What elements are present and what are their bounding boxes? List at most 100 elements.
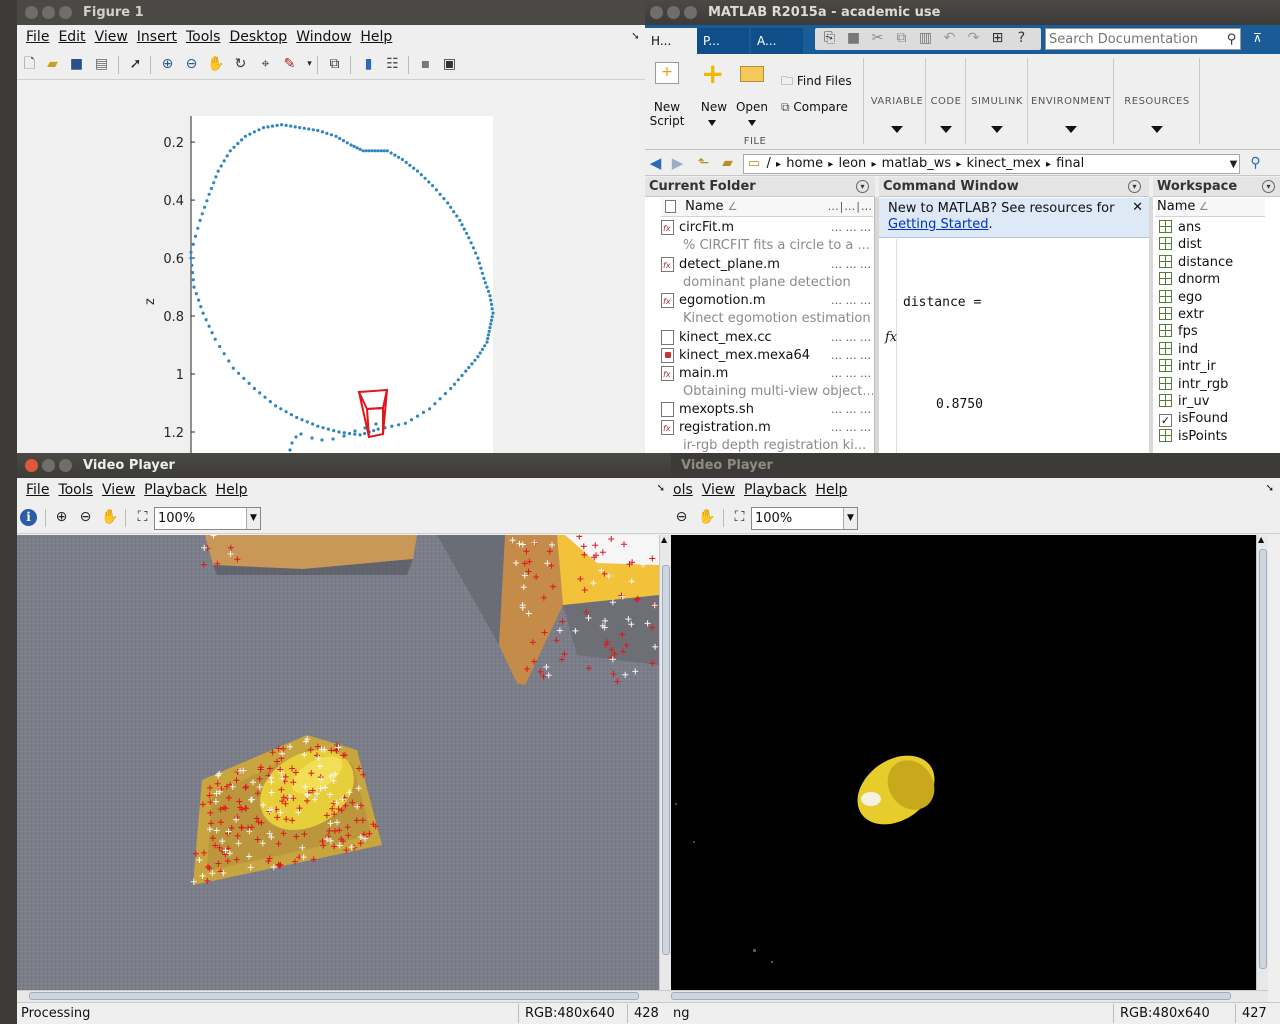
help-icon[interactable]: ?	[1017, 30, 1026, 46]
scroll-up-arrow-icon[interactable]: ▲	[661, 535, 668, 544]
compare-button[interactable]: ⧉ Compare	[781, 100, 848, 114]
close-icon[interactable]: ✕	[1132, 200, 1143, 215]
chevron-down-icon[interactable]: ▼	[246, 508, 260, 529]
tab-plots[interactable]: P...	[697, 28, 749, 54]
zoom-in-icon[interactable]: ⊕	[161, 56, 174, 72]
paste-icon[interactable]: ▥	[918, 30, 933, 46]
fit-to-window-icon[interactable]: ⛶	[137, 509, 148, 525]
zoom-select[interactable]: 100% ▼	[751, 507, 858, 530]
player1-horizontal-scrollbar[interactable]	[17, 990, 671, 1002]
path-crumb[interactable]: final	[1056, 156, 1085, 171]
workspace-variable[interactable]: dnorm	[1159, 271, 1220, 288]
browse-folder-icon[interactable]: ▰	[722, 155, 733, 171]
pan-icon[interactable]: ✋	[101, 509, 119, 525]
workspace-variable[interactable]: isPoints	[1159, 428, 1227, 445]
dock-arrow-icon[interactable]: ➘	[631, 31, 640, 42]
workspace-variable[interactable]: ir_uv	[1159, 393, 1209, 410]
path-separator-icon[interactable]: ▸	[772, 159, 785, 170]
list-item[interactable]: mexopts.sh… … …	[661, 401, 871, 419]
path-separator-icon[interactable]: ▸	[868, 159, 880, 170]
zoom-out-icon[interactable]: ⊖	[185, 56, 198, 72]
figure-menu-desktop[interactable]: Desktop	[229, 29, 288, 45]
forward-arrow-icon[interactable]: ▶	[671, 154, 684, 172]
info-icon[interactable]: i	[20, 509, 37, 526]
figure-menu-insert[interactable]: Insert	[136, 29, 177, 45]
collapse-ribbon-icon[interactable]: ⊼	[1253, 31, 1262, 45]
player2-horizontal-scrollbar[interactable]	[671, 990, 1268, 1002]
switch-windows-icon[interactable]: ⊞	[991, 30, 1004, 46]
scroll-thumb[interactable]	[29, 992, 639, 1000]
path-crumb[interactable]: kinect_mex	[966, 156, 1041, 171]
brush-icon[interactable]: ✎	[283, 56, 296, 72]
workspace-variable[interactable]: intr_ir	[1159, 358, 1216, 375]
minimize-icon[interactable]	[42, 6, 55, 19]
list-item[interactable]: detect_plane.m… … …	[661, 256, 871, 275]
folder-column-header[interactable]: Name ∠ …|…|…	[661, 198, 873, 217]
close-icon[interactable]	[25, 459, 38, 472]
zoom-select[interactable]: 100% ▼	[154, 507, 261, 530]
copy-icon[interactable]: ⧉	[896, 30, 907, 46]
player1-menu-file[interactable]: File	[26, 482, 50, 498]
minimize-icon[interactable]	[667, 6, 680, 19]
hide-plot-tools-icon[interactable]: ▪	[420, 56, 431, 72]
panel-menu-icon[interactable]: ▾	[1128, 180, 1141, 193]
path-separator-icon[interactable]: ▸	[825, 159, 837, 170]
path-field[interactable]: ▭ / ▸ home ▸ leon ▸ matlab_ws ▸ kinect_m…	[743, 154, 1240, 174]
matlab-titlebar[interactable]: MATLAB R2015a - academic use	[645, 0, 1280, 25]
ribbon-section-code[interactable]: CODE	[927, 54, 966, 146]
zoom-out-icon[interactable]: ⊖	[675, 509, 688, 525]
save-icon[interactable]: ■	[846, 30, 861, 46]
zoom-in-icon[interactable]: ⊕	[55, 509, 68, 525]
tab-home[interactable]: H...	[645, 28, 697, 54]
maximize-icon[interactable]	[59, 459, 72, 472]
path-separator-icon[interactable]: ▸	[1042, 159, 1055, 170]
find-files-button[interactable]: 🗀 Find Files	[781, 74, 852, 88]
list-item[interactable]: egomotion.m… … …	[661, 292, 871, 311]
getting-started-link[interactable]: Getting Started	[888, 217, 989, 232]
print-icon[interactable]: ▤	[94, 56, 109, 72]
figure-menu-help[interactable]: Help	[360, 29, 393, 45]
workspace-variable[interactable]: fps	[1159, 323, 1198, 340]
close-icon[interactable]	[650, 6, 663, 19]
path-crumb[interactable]: home	[786, 156, 824, 171]
player2-menu-ols[interactable]: ols	[673, 482, 693, 498]
link-plot-icon[interactable]: ⧉	[329, 56, 340, 72]
workspace-variable[interactable]: extr	[1159, 306, 1204, 323]
panel-menu-icon[interactable]: ▾	[1262, 180, 1275, 193]
colorbar-icon[interactable]: ▮	[364, 56, 373, 72]
path-crumb[interactable]: matlab_ws	[881, 156, 952, 171]
chevron-down-icon[interactable]: ▼	[843, 508, 857, 529]
pan-icon[interactable]: ✋	[207, 56, 225, 72]
workspace-column-header[interactable]: Name ∠	[1155, 198, 1265, 217]
command-output[interactable]: distance = 0.8750	[903, 260, 983, 447]
workspace-variable[interactable]: ego	[1159, 289, 1202, 306]
pan-icon[interactable]: ✋	[698, 509, 716, 525]
legend-icon[interactable]: ☷	[386, 56, 399, 72]
scroll-thumb[interactable]	[671, 992, 1231, 1000]
fx-prompt-icon[interactable]: fx	[885, 330, 898, 345]
maximize-icon[interactable]	[59, 6, 72, 19]
player1-menu-view[interactable]: View	[101, 482, 136, 498]
figure-menu-view[interactable]: View	[94, 29, 128, 45]
figure-titlebar[interactable]: Figure 1	[17, 0, 645, 25]
list-item[interactable]: registration.m… … …	[661, 419, 871, 438]
ribbon-section-environment[interactable]: ENVIRONMENT	[1029, 54, 1114, 146]
scroll-up-arrow-icon[interactable]: ▲	[1258, 535, 1265, 544]
fit-to-window-icon[interactable]: ⛶	[734, 509, 745, 525]
workspace-variable[interactable]: distance	[1159, 254, 1233, 271]
pointer-icon[interactable]: ➚	[129, 56, 142, 72]
player2-menu-help[interactable]: Help	[815, 482, 848, 498]
chevron-down-icon[interactable]: ▼	[1229, 159, 1238, 170]
workspace-variable[interactable]: ind	[1159, 341, 1198, 358]
panel-menu-icon[interactable]: ▾	[856, 180, 869, 193]
list-item[interactable]: circFit.m… … …	[661, 219, 871, 238]
quick-save-icon[interactable]: ⎘	[823, 30, 836, 46]
workspace-variable[interactable]: ans	[1159, 219, 1201, 236]
ribbon-section-variable[interactable]: VARIABLE	[869, 54, 926, 146]
player1-menu-help[interactable]: Help	[215, 482, 248, 498]
ribbon-section-simulink[interactable]: SIMULINK	[967, 54, 1028, 146]
open-folder-icon[interactable]: ▰	[47, 56, 58, 72]
redo-icon[interactable]: ↷	[967, 30, 980, 46]
path-separator-icon[interactable]: ▸	[953, 159, 965, 170]
player1-titlebar[interactable]: Video Player	[17, 453, 671, 478]
